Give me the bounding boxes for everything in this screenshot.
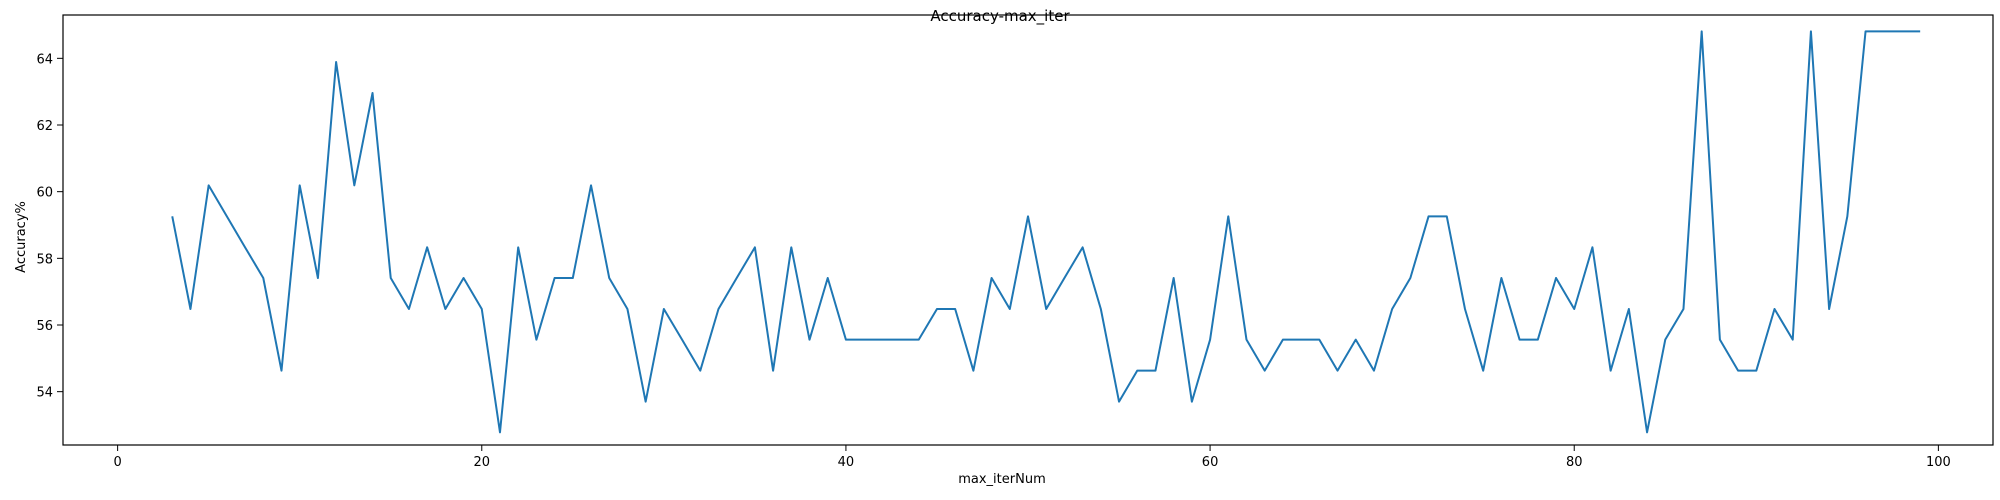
chart-title: Accuracy-max_iter [930,7,1070,26]
x-tick-label: 0 [113,455,121,470]
y-tick-label: 56 [36,319,53,334]
y-tick-label: 64 [36,52,53,67]
x-tick-label: 60 [1202,455,1219,470]
x-tick-label: 40 [838,455,855,470]
y-axis-label: Accuracy% [14,201,29,273]
x-axis-label: max_iterNum [958,472,1046,487]
y-tick-label: 58 [36,252,53,267]
x-tick-label: 20 [474,455,491,470]
accuracy-series-line [171,30,1921,434]
x-tick-label: 100 [1926,455,1951,470]
axes-frame [62,14,1994,446]
plot-area [62,14,1994,446]
x-tick-label: 80 [1566,455,1583,470]
y-tick-label: 60 [36,186,53,201]
y-axis-ticks: 54 56 58 60 62 64 [36,52,63,401]
y-tick-label: 54 [36,386,53,401]
x-axis-ticks: 0 20 40 60 80 100 [113,445,1951,470]
y-tick-label: 62 [36,119,53,134]
